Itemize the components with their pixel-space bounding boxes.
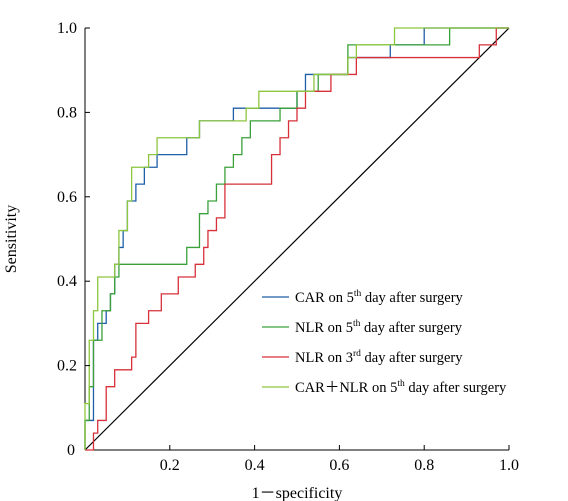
x-tick-label: 0.2	[160, 457, 180, 474]
x-tick-label: 0.8	[414, 457, 434, 474]
x-axis-label: 1－specificity	[252, 485, 343, 501]
reference-line-layer	[84, 27, 510, 451]
y-tick-label: 0	[67, 442, 75, 459]
plot-area: 0.2 0.4 0.6 0.8 1.0 0 0.2 0.4 0.6 0.8 1.0	[57, 20, 519, 474]
legend-label: CAR on 5th day after surgery	[295, 289, 464, 306]
reference-diagonal-line	[84, 27, 510, 451]
y-tick-label: 0.2	[57, 358, 77, 375]
legend-label: NLR on 3rd day after surgery	[295, 349, 463, 366]
series-line-2	[84, 27, 509, 450]
legend-label: CAR＋NLR on 5th day after surgery	[295, 379, 507, 396]
y-axis-label: Sensitivity	[3, 205, 20, 273]
x-ticks: 0.2 0.4 0.6 0.8 1.0	[160, 445, 519, 474]
y-ticks: 0 0.2 0.4 0.6 0.8 1.0	[57, 20, 90, 459]
legend-label: NLR on 5th day after surgery	[295, 319, 463, 336]
series-layer	[84, 27, 509, 451]
y-tick-label: 0.6	[57, 189, 77, 206]
legend: CAR on 5th day after surgery NLR on 5th d…	[262, 289, 507, 396]
x-tick-label: 0.6	[329, 457, 349, 474]
series-line-3	[85, 27, 509, 451]
series-line-4	[84, 27, 509, 450]
x-tick-label: 1.0	[499, 457, 519, 474]
y-tick-label: 0.8	[57, 104, 77, 121]
y-tick-label: 0.4	[57, 273, 77, 290]
x-tick-label: 0.4	[245, 457, 265, 474]
y-tick-label: 1.0	[57, 20, 77, 37]
